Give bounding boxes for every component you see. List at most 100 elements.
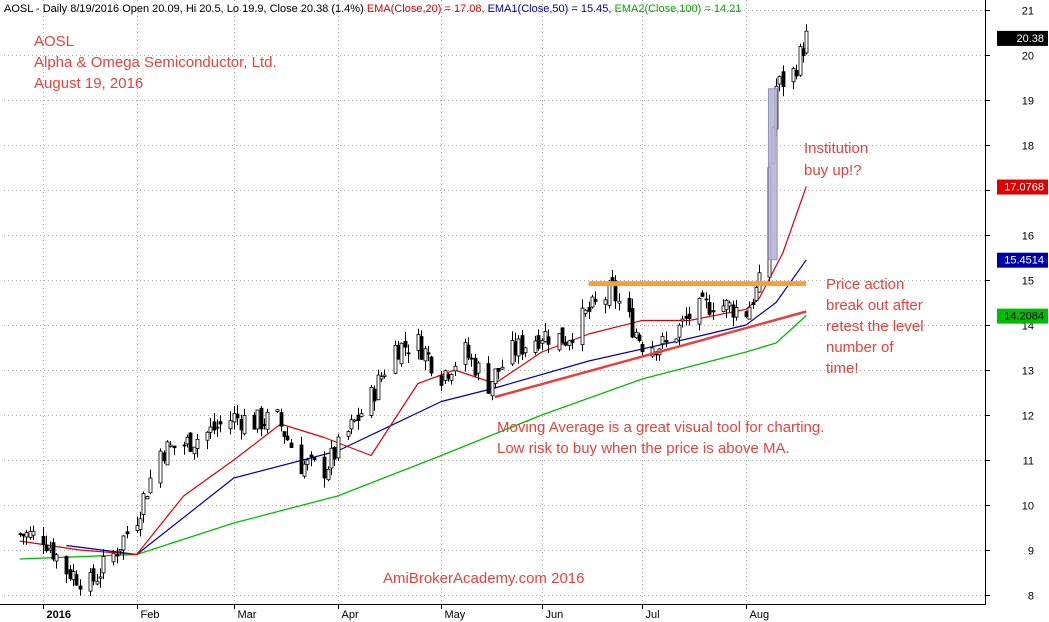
candle-body xyxy=(674,338,679,343)
candle-body xyxy=(322,456,327,479)
candle-body xyxy=(332,446,337,460)
y-tick-label: 10 xyxy=(1022,501,1034,513)
x-tick-label: Jul xyxy=(646,609,660,621)
chart-header: AOSL - Daily 8/19/2016 Open 20.09, Hi 20… xyxy=(4,3,741,15)
title-ticker: AOSL xyxy=(34,33,74,50)
candle-body xyxy=(21,534,26,537)
value-badge: 14.2084 xyxy=(997,308,1048,324)
candle-body xyxy=(510,340,515,365)
candle-body xyxy=(543,330,548,342)
value-badge-label: 14.2084 xyxy=(1004,311,1044,323)
y-axis: 89101112131415161718192021 xyxy=(985,6,1034,603)
header-prefix: AOSL - Daily 8/19/2016 Open 20.09, Hi 20… xyxy=(4,3,364,15)
candle-body xyxy=(393,344,398,374)
candle-body xyxy=(24,532,29,538)
candle-body xyxy=(145,496,150,500)
value-badge: 15.4514 xyxy=(997,252,1048,268)
title-date: August 19, 2016 xyxy=(34,75,143,92)
candle-body xyxy=(751,301,756,306)
breakout-highlight-box xyxy=(767,88,778,261)
candle-body xyxy=(125,531,130,535)
value-badges: 20.38 17.0768 15.4514 14.2084 xyxy=(997,30,1048,324)
header-ema20: EMA(Close,20) = 17.08, xyxy=(367,3,485,15)
candle-body xyxy=(101,556,106,574)
y-tick-label: 11 xyxy=(1023,456,1034,468)
candle-body xyxy=(563,341,568,346)
candle-body xyxy=(443,370,448,381)
candle-body xyxy=(664,340,669,343)
candle-body xyxy=(138,518,143,530)
candle-body xyxy=(239,419,244,431)
value-badge: 20.38 xyxy=(997,30,1048,46)
candle-body xyxy=(369,386,374,416)
candle-body xyxy=(731,304,736,318)
candle-body xyxy=(426,352,431,355)
candle-body xyxy=(208,426,213,433)
candle-body xyxy=(396,345,401,360)
candle-body xyxy=(135,525,140,531)
institution-note-line-1: Institution xyxy=(804,140,868,157)
candle-body xyxy=(309,454,314,458)
candle-body xyxy=(727,302,732,307)
candle-body xyxy=(734,307,739,318)
candle-body xyxy=(406,352,411,355)
candle-body xyxy=(640,344,645,353)
candle-body xyxy=(74,574,79,586)
candle-body xyxy=(593,298,598,302)
candle-body xyxy=(188,432,193,452)
breakout-note-line-4: number of xyxy=(826,339,894,356)
breakout-note-line-2: break out after xyxy=(826,297,923,314)
candle-body xyxy=(215,426,220,429)
watermark: AmiBrokerAcademy.com 2016 xyxy=(383,570,584,587)
candle-body xyxy=(453,365,458,372)
value-badge-label: 15.4514 xyxy=(1004,255,1044,267)
candle-body xyxy=(382,374,387,377)
candle-body xyxy=(781,71,786,88)
candle-body xyxy=(18,533,23,535)
candle-body xyxy=(603,299,608,305)
candle-body xyxy=(463,341,468,365)
candle-body xyxy=(429,356,434,374)
candle-body xyxy=(416,333,421,351)
candle-body xyxy=(44,544,49,552)
candle-body xyxy=(791,68,796,83)
x-tick-label: Jun xyxy=(546,609,564,621)
candle-body xyxy=(95,580,100,585)
candle-body xyxy=(660,336,665,345)
breakout-note-line-5: time! xyxy=(826,360,859,377)
candle-body xyxy=(677,324,682,338)
x-tick-label: Aug xyxy=(750,609,770,621)
candle-body xyxy=(165,441,170,466)
candle-body xyxy=(356,414,361,421)
candle-body xyxy=(630,308,635,338)
candle-body xyxy=(634,331,639,339)
candle-body xyxy=(148,477,153,494)
candle-body xyxy=(704,298,709,301)
candle-body xyxy=(587,306,592,312)
ma-note-line-2: Low risk to buy when the price is above … xyxy=(497,440,790,457)
candle-body xyxy=(78,585,83,590)
candle-body xyxy=(627,298,632,313)
candle-body xyxy=(697,297,702,325)
candle-body xyxy=(158,450,163,484)
breakout-note-line-1: Price action xyxy=(826,276,904,293)
candle-body xyxy=(68,569,73,580)
candle-body xyxy=(285,435,290,441)
y-tick-label: 16 xyxy=(1022,231,1034,243)
candle-body xyxy=(794,69,799,77)
candle-body xyxy=(590,296,595,308)
candle-body xyxy=(71,571,76,581)
candle-body xyxy=(372,388,377,402)
candle-body xyxy=(721,305,726,312)
candle-body xyxy=(540,340,545,344)
x-tick-label: Feb xyxy=(141,609,160,621)
candle-body xyxy=(423,348,428,362)
candle-body xyxy=(212,421,217,431)
breakout-note-line-3: retest the level xyxy=(826,318,924,335)
candle-body xyxy=(282,431,287,437)
candle-body xyxy=(700,292,705,297)
candle-body xyxy=(801,48,806,56)
candle-body xyxy=(680,318,685,322)
candle-body xyxy=(536,335,541,349)
